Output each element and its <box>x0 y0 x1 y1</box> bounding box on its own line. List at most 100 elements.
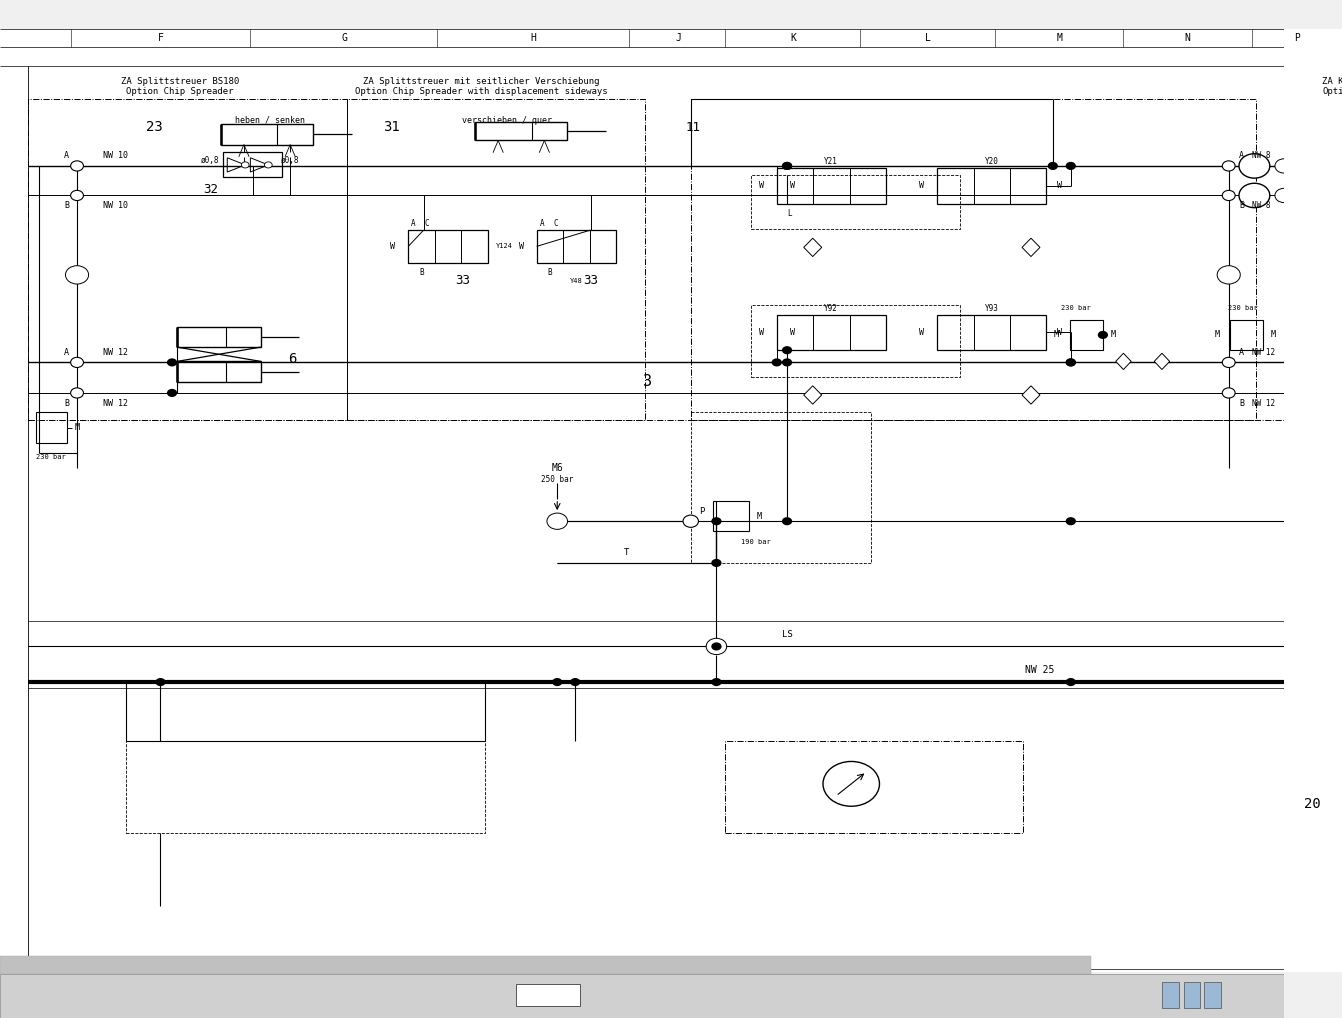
Circle shape <box>782 358 792 366</box>
Text: 190 bar: 190 bar <box>741 539 772 545</box>
Circle shape <box>1217 266 1240 284</box>
Text: P: P <box>1294 33 1299 43</box>
Text: 230 bar: 230 bar <box>1062 305 1091 312</box>
Circle shape <box>1223 357 1235 367</box>
Text: J: J <box>675 33 680 43</box>
Polygon shape <box>1115 353 1131 370</box>
Text: W: W <box>1056 328 1062 337</box>
Text: W: W <box>519 242 523 250</box>
Circle shape <box>711 517 722 525</box>
Text: Y20: Y20 <box>985 158 998 166</box>
Text: L: L <box>788 210 792 218</box>
Text: W: W <box>919 181 925 190</box>
Bar <box>126 741 486 833</box>
Text: NW 8: NW 8 <box>1252 202 1271 210</box>
Text: M6: M6 <box>552 463 564 473</box>
Text: verschieben / quer: verschieben / quer <box>462 116 552 124</box>
Text: A: A <box>411 220 416 228</box>
Text: 20: 20 <box>1304 797 1321 811</box>
Text: G: G <box>341 33 348 43</box>
Text: M: M <box>74 423 79 432</box>
Text: C: C <box>553 220 558 228</box>
Circle shape <box>548 513 568 529</box>
Circle shape <box>1223 190 1235 201</box>
Bar <box>223 152 282 177</box>
Circle shape <box>71 190 83 201</box>
Bar <box>713 501 749 531</box>
Text: NW 8: NW 8 <box>1252 152 1271 160</box>
Circle shape <box>1239 154 1270 178</box>
Bar <box>408 230 488 263</box>
Text: Optio: Optio <box>1322 88 1342 96</box>
Text: B: B <box>548 269 553 277</box>
Circle shape <box>706 638 727 655</box>
Text: ZA Splittstreuer BS180: ZA Splittstreuer BS180 <box>121 77 239 86</box>
Bar <box>752 175 961 229</box>
Text: NW 12: NW 12 <box>1252 399 1275 407</box>
Text: 1/1: 1/1 <box>541 992 556 1001</box>
Bar <box>177 327 260 347</box>
Bar <box>1184 981 1201 1008</box>
Circle shape <box>1066 678 1076 686</box>
Text: A: A <box>1239 152 1244 160</box>
Bar <box>517 983 580 1006</box>
Text: 3: 3 <box>643 375 652 389</box>
Text: A: A <box>1239 348 1244 356</box>
Text: 23: 23 <box>146 120 162 134</box>
Text: Y124: Y124 <box>495 243 513 249</box>
Circle shape <box>782 346 792 354</box>
Bar <box>1322 153 1342 212</box>
Circle shape <box>552 678 562 686</box>
Circle shape <box>782 162 792 170</box>
Text: A: A <box>64 348 70 356</box>
Text: 230 bar: 230 bar <box>1228 305 1257 312</box>
Bar <box>221 124 313 145</box>
Text: ø0,8: ø0,8 <box>280 157 299 165</box>
Circle shape <box>71 161 83 171</box>
Circle shape <box>711 559 722 567</box>
Text: ◄: ◄ <box>498 992 503 1001</box>
Text: NW 12: NW 12 <box>103 348 127 356</box>
Circle shape <box>711 642 722 651</box>
Text: 31: 31 <box>384 120 400 134</box>
Text: W: W <box>1056 181 1062 190</box>
Text: T: T <box>624 549 629 557</box>
Text: 32: 32 <box>203 183 217 195</box>
Bar <box>177 361 260 382</box>
Bar <box>346 99 644 420</box>
Text: M: M <box>1053 331 1059 339</box>
Text: Y21: Y21 <box>824 158 839 166</box>
Text: C: C <box>425 220 429 228</box>
Circle shape <box>242 162 250 168</box>
Polygon shape <box>1023 386 1040 404</box>
Bar <box>28 99 346 420</box>
Text: M: M <box>1215 331 1220 339</box>
Circle shape <box>782 517 792 525</box>
Bar <box>1070 320 1103 350</box>
Circle shape <box>1239 183 1270 208</box>
Circle shape <box>166 389 177 397</box>
Text: W: W <box>758 328 764 337</box>
Text: M: M <box>1271 331 1276 339</box>
Text: A: A <box>539 220 544 228</box>
Circle shape <box>1066 517 1076 525</box>
Circle shape <box>1066 358 1076 366</box>
Text: 230 bar: 230 bar <box>36 454 66 460</box>
Text: NW 12: NW 12 <box>103 399 127 407</box>
Bar <box>537 230 616 263</box>
Text: Y92: Y92 <box>824 304 839 313</box>
Bar <box>691 412 871 563</box>
Circle shape <box>772 358 782 366</box>
Circle shape <box>1048 162 1057 170</box>
Text: Y48: Y48 <box>570 278 582 284</box>
Circle shape <box>782 162 792 170</box>
Circle shape <box>71 357 83 367</box>
Circle shape <box>1275 159 1292 173</box>
Bar <box>0 956 1091 974</box>
Text: W: W <box>789 328 794 337</box>
Bar <box>475 122 568 140</box>
Text: ZA Splittstreuer mit seitlicher Verschiebung: ZA Splittstreuer mit seitlicher Verschie… <box>364 77 600 86</box>
Circle shape <box>1275 188 1292 203</box>
Text: Option Chip Spreader: Option Chip Spreader <box>126 88 234 96</box>
Bar <box>126 682 486 741</box>
